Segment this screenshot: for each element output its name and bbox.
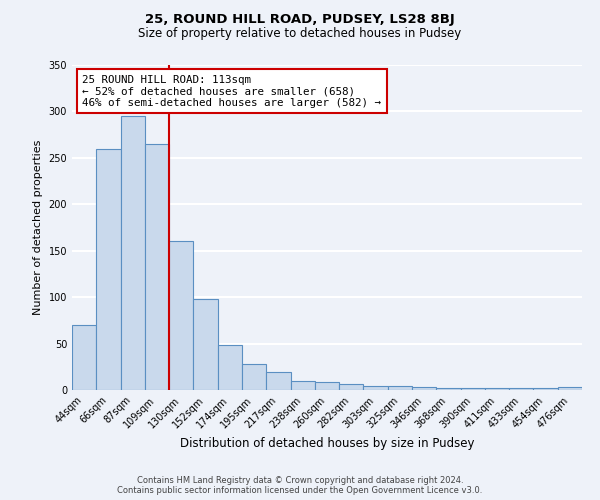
- Bar: [558, 387, 582, 390]
- Bar: [339, 384, 364, 390]
- Text: 25, ROUND HILL ROAD, PUDSEY, LS28 8BJ: 25, ROUND HILL ROAD, PUDSEY, LS28 8BJ: [145, 12, 455, 26]
- Bar: [218, 346, 242, 390]
- Bar: [485, 388, 509, 390]
- X-axis label: Distribution of detached houses by size in Pudsey: Distribution of detached houses by size …: [180, 436, 474, 450]
- Bar: [461, 388, 485, 390]
- Bar: [290, 380, 315, 390]
- Bar: [193, 299, 218, 390]
- Text: Contains HM Land Registry data © Crown copyright and database right 2024.
Contai: Contains HM Land Registry data © Crown c…: [118, 476, 482, 495]
- Bar: [121, 116, 145, 390]
- Y-axis label: Number of detached properties: Number of detached properties: [33, 140, 43, 315]
- Bar: [436, 388, 461, 390]
- Text: 25 ROUND HILL ROAD: 113sqm
← 52% of detached houses are smaller (658)
46% of sem: 25 ROUND HILL ROAD: 113sqm ← 52% of deta…: [82, 74, 381, 108]
- Bar: [315, 382, 339, 390]
- Bar: [169, 242, 193, 390]
- Bar: [266, 372, 290, 390]
- Bar: [242, 364, 266, 390]
- Bar: [145, 144, 169, 390]
- Bar: [388, 386, 412, 390]
- Bar: [364, 386, 388, 390]
- Bar: [96, 148, 121, 390]
- Text: Size of property relative to detached houses in Pudsey: Size of property relative to detached ho…: [139, 28, 461, 40]
- Bar: [72, 325, 96, 390]
- Bar: [412, 387, 436, 390]
- Bar: [509, 388, 533, 390]
- Bar: [533, 388, 558, 390]
